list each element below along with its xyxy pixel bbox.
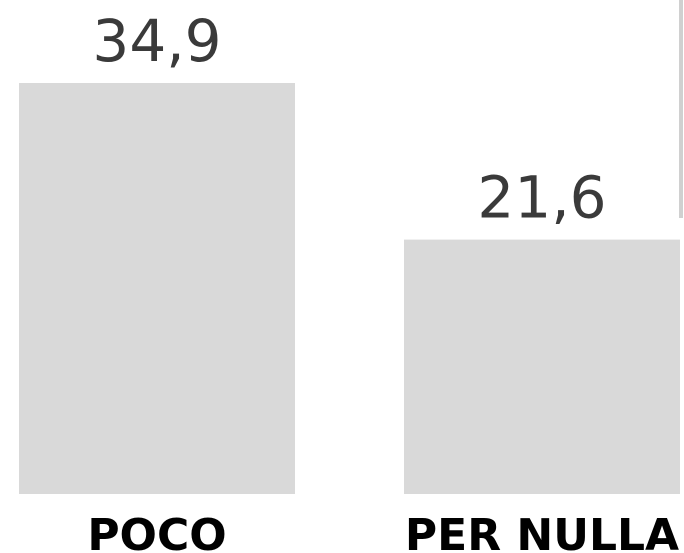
category-label: POCO: [87, 510, 226, 553]
bar-per-nulla: [404, 239, 680, 494]
value-label: 21,6: [477, 164, 606, 232]
value-label: 34,9: [92, 7, 221, 75]
bar-poco: [19, 83, 295, 494]
category-label: PER NULLA: [405, 510, 679, 553]
category-labels-group: POCO PER NULLA: [87, 510, 679, 553]
value-labels-group: 34,9 21,6: [92, 7, 606, 232]
bars-group: [19, 83, 680, 494]
